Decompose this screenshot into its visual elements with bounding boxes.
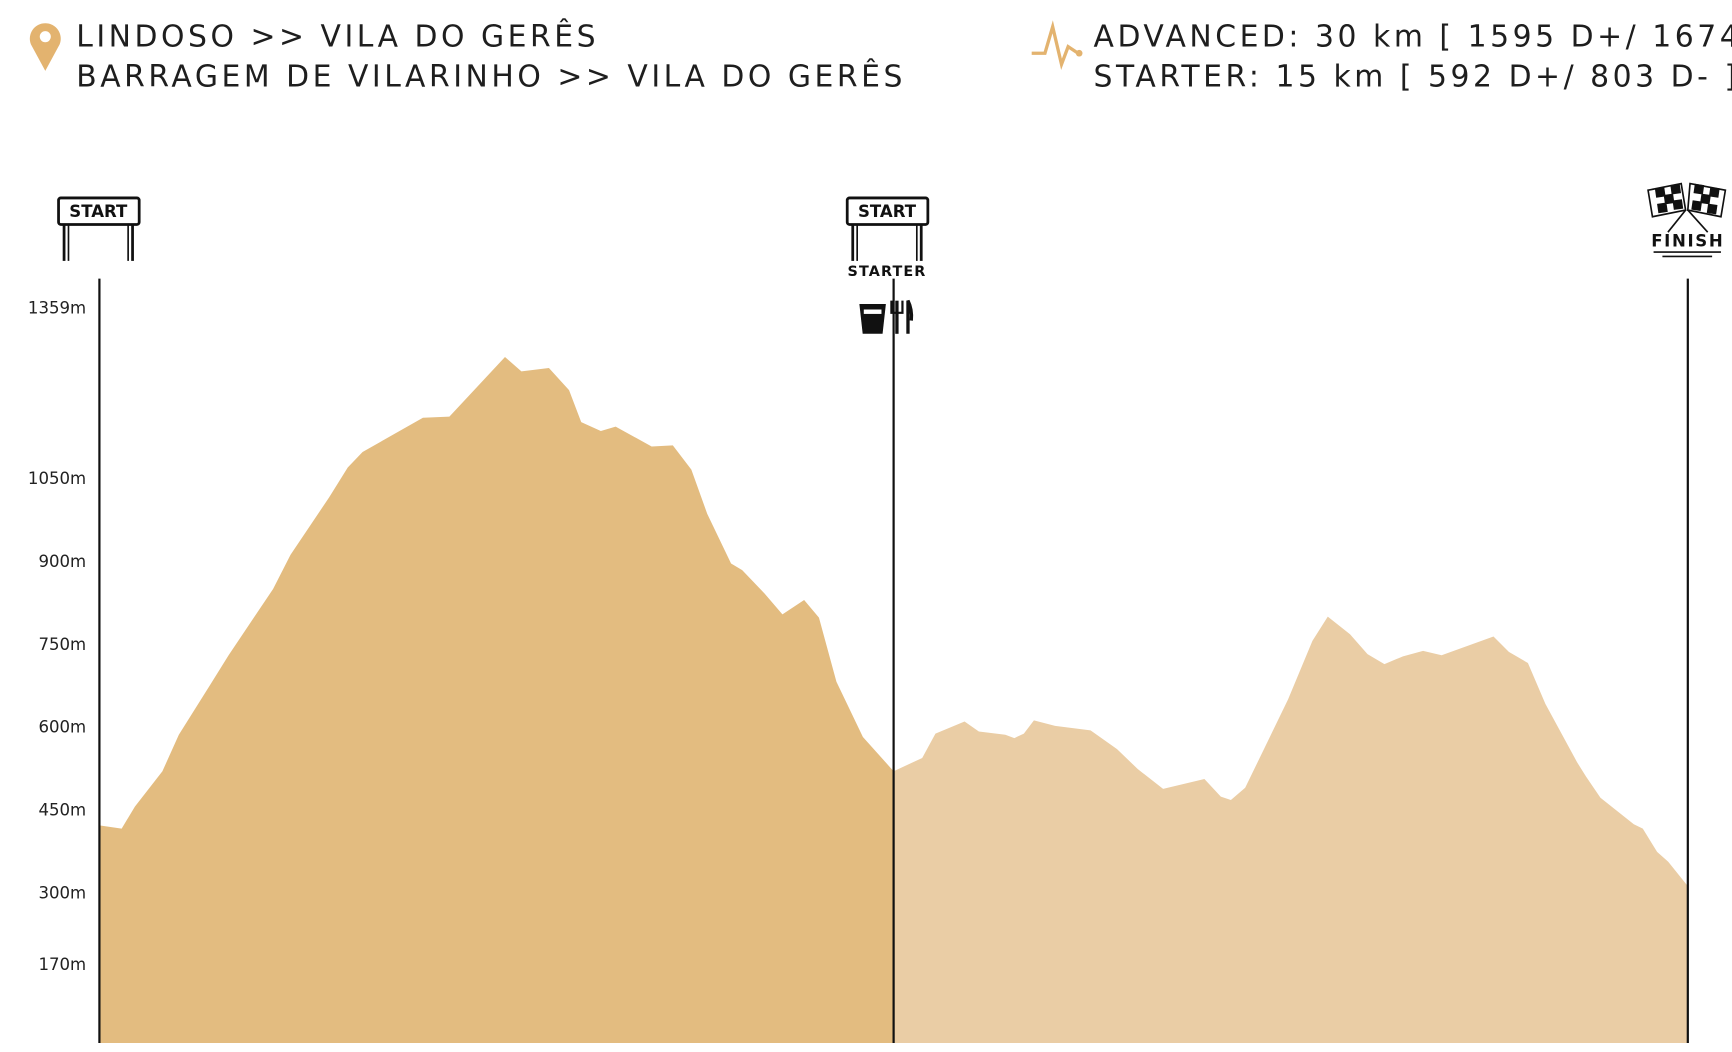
starter-info: STARTER: 15 km [ 592 D+/ 803 D- ] [1094,59,1732,94]
advanced-info: ADVANCED: 30 km [ 1595 D+/ 1674 D- [1094,20,1732,55]
route-2: BARRAGEM DE VILARINHO >> VILA DO GERÊS [76,58,906,94]
elevation-area [99,356,894,1043]
finish-flags [1647,182,1727,258]
pulse-dot [1075,49,1083,57]
y-tick-label: 1359m [28,298,86,317]
pulse-icon [1031,20,1080,70]
pin-icon [29,23,61,71]
marker-label: START [858,202,917,221]
start-sign [845,196,930,261]
y-tick-label: 170m [38,955,86,974]
elevation-area [893,616,1688,1043]
marker-label: FINISH [1651,232,1724,251]
y-tick-label: 450m [38,800,86,819]
y-tick-label: 600m [38,718,86,737]
y-tick-label: 750m [38,635,86,654]
route-1: LINDOSO >> VILA DO GERÊS [76,19,599,55]
marker-label: START [69,202,128,221]
plot: 1359m 1050m 900m 750m 600m 450m 300m 170m [28,278,1689,1043]
start-sign [57,196,141,261]
marker-sublabel: STARTER [848,264,927,280]
aid-icons [859,299,914,334]
y-tick-label: 900m [38,552,86,571]
y-tick-label: 300m [38,883,86,902]
y-tick-label: 1050m [28,469,86,488]
